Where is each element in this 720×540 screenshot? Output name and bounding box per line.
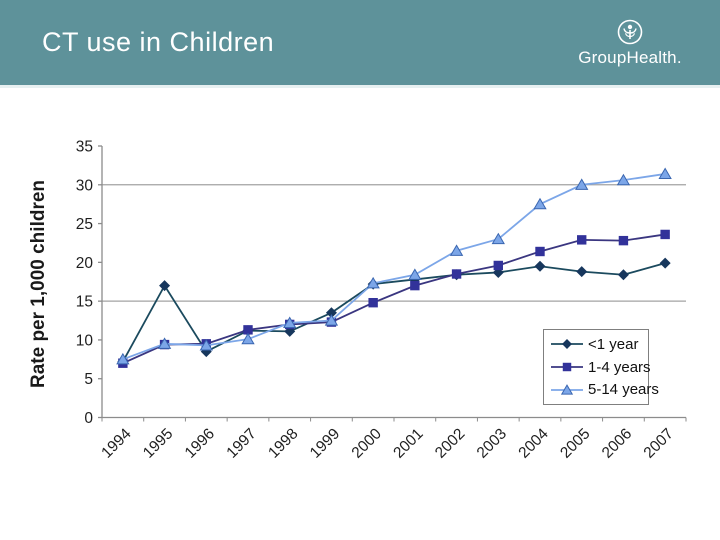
marker-triangle	[533, 197, 547, 210]
x-tick-label: 2000	[349, 425, 386, 462]
page-title: CT use in Children	[42, 27, 275, 57]
marker-diamond	[576, 266, 588, 278]
y-tick-label: 30	[76, 177, 94, 194]
brand-block: GroupHealth.	[570, 10, 690, 76]
marker-square	[562, 362, 572, 372]
y-tick-label: 20	[76, 255, 94, 272]
x-tick-label: 2007	[641, 425, 677, 461]
slide-header: CT use in Children GroupHealth.	[0, 0, 720, 88]
series-line-1	[122, 233, 666, 365]
x-tick-label: 2003	[474, 425, 510, 461]
marker-triangle	[560, 383, 574, 395]
legend-marker-square	[551, 362, 583, 372]
y-tick-label: 15	[76, 294, 93, 311]
marker-triangle	[241, 332, 255, 345]
marker-triangle	[116, 352, 130, 365]
grouphealth-logo-icon	[617, 19, 643, 45]
x-tick-label: 2006	[599, 425, 635, 461]
chart-legend: <1 year 1-4 years 5-14 years	[543, 329, 659, 405]
marker-triangle	[283, 316, 297, 328]
legend-label: 1-4 years	[588, 358, 651, 376]
x-tick-label: 1995	[140, 425, 176, 461]
y-tick-label: 10	[76, 332, 94, 349]
marker-square	[368, 297, 378, 308]
marker-square	[618, 235, 629, 246]
marker-diamond	[617, 269, 629, 281]
legend-item-lt1-year: <1 year	[550, 336, 648, 353]
marker-square	[410, 280, 420, 291]
marker-triangle	[157, 337, 172, 349]
legend-marker-diamond	[551, 339, 583, 350]
x-tick-label: 2001	[390, 425, 426, 461]
series-line-2	[122, 173, 666, 361]
series-line-0	[122, 262, 666, 363]
brand-name: GroupHealth.	[578, 48, 682, 67]
marker-square	[243, 325, 253, 335]
y-axis-title: Rate per 1,000 children	[28, 180, 49, 388]
marker-triangle	[658, 167, 672, 180]
marker-diamond	[534, 260, 546, 272]
y-tick-label: 0	[84, 410, 93, 427]
y-tick-label: 35	[76, 139, 93, 156]
legend-item-1-4-years: 1-4 years	[550, 358, 651, 376]
marker-triangle	[199, 338, 213, 351]
marker-triangle	[449, 244, 464, 256]
legend-label: <1 year	[588, 335, 639, 353]
marker-diamond	[659, 257, 671, 269]
marker-diamond	[325, 307, 337, 319]
marker-diamond	[562, 339, 572, 350]
legend-marker-triangle	[551, 383, 583, 395]
marker-triangle	[408, 268, 422, 280]
marker-square	[493, 260, 503, 271]
marker-diamond	[159, 280, 171, 292]
y-tick-label: 5	[84, 371, 93, 388]
x-tick-label: 2002	[432, 425, 468, 461]
marker-square	[660, 229, 670, 240]
legend-label: 5-14 years	[588, 381, 659, 399]
x-tick-label: 2004	[515, 425, 552, 462]
marker-square	[535, 246, 545, 257]
marker-square	[451, 269, 462, 279]
marker-triangle	[616, 173, 631, 186]
legend-item-5-14-years: 5-14 years	[550, 381, 659, 398]
marker-triangle	[366, 276, 380, 289]
x-tick-label: 1996	[182, 425, 218, 461]
marker-triangle	[491, 232, 505, 245]
x-tick-label: 1994	[98, 425, 135, 462]
x-tick-label: 1999	[307, 425, 343, 461]
y-tick-label: 25	[76, 216, 93, 233]
marker-square	[577, 235, 587, 245]
marker-triangle	[324, 314, 339, 326]
x-tick-label: 1998	[265, 425, 301, 461]
marker-triangle	[575, 178, 589, 190]
x-tick-label: 1997	[223, 425, 259, 461]
x-tick-label: 2005	[557, 425, 593, 461]
